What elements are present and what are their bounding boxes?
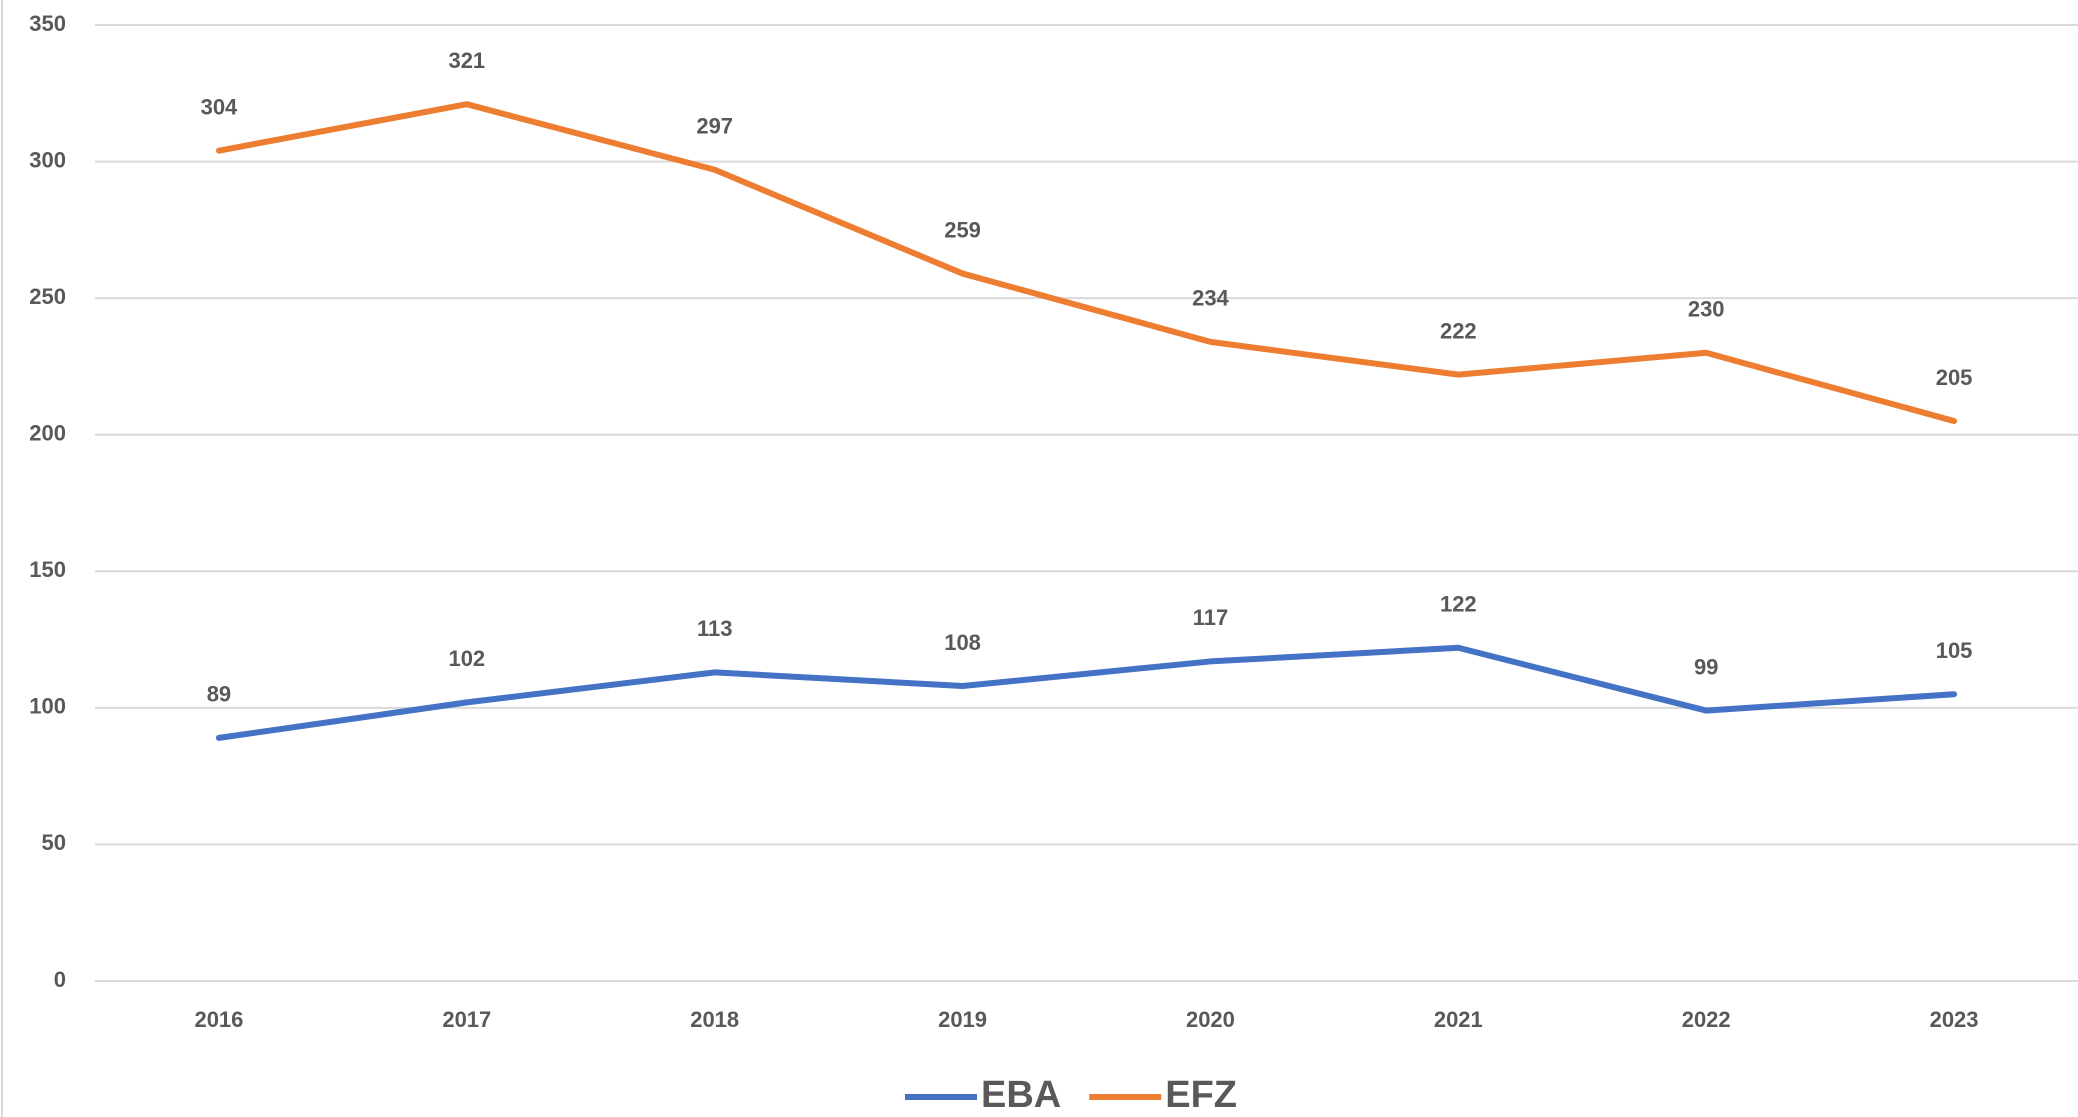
legend-label: EBA [981, 1074, 1061, 1116]
data-label: 89 [207, 682, 231, 707]
data-label: 297 [696, 114, 733, 139]
series-line [215, 644, 1958, 741]
y-tick-label: 350 [29, 11, 66, 36]
data-label: 102 [448, 646, 485, 671]
data-label: 222 [1440, 318, 1477, 343]
data-label: 230 [1688, 297, 1725, 322]
data-label: 113 [697, 616, 733, 641]
x-tick-label: 2020 [1186, 1007, 1235, 1032]
data-label: 105 [1936, 638, 1973, 663]
data-label: 304 [201, 94, 238, 119]
y-tick-label: 200 [29, 421, 66, 446]
x-tick-label: 2017 [442, 1007, 491, 1032]
y-tick-label: 0 [54, 967, 66, 992]
data-label: 122 [1440, 592, 1477, 617]
series-line [215, 101, 1958, 425]
x-tick-label: 2023 [1930, 1007, 1979, 1032]
data-label: 205 [1936, 365, 1973, 390]
data-label: 321 [448, 48, 485, 73]
data-label: 108 [944, 630, 981, 655]
legend-label: EFZ [1165, 1074, 1237, 1116]
data-label: 117 [1193, 605, 1229, 630]
x-tick-label: 2019 [938, 1007, 987, 1032]
y-tick-label: 300 [29, 147, 66, 172]
y-tick-label: 50 [42, 830, 66, 855]
data-label: 259 [944, 217, 981, 242]
data-label: 234 [1192, 286, 1229, 311]
x-tick-label: 2021 [1434, 1007, 1483, 1032]
x-tick-label: 2018 [690, 1007, 739, 1032]
y-tick-label: 100 [29, 694, 66, 719]
x-tick-label: 2022 [1682, 1007, 1731, 1032]
x-tick-label: 2016 [194, 1007, 243, 1032]
data-label: 99 [1694, 654, 1718, 679]
y-tick-label: 250 [29, 284, 66, 309]
y-tick-label: 150 [29, 557, 66, 582]
